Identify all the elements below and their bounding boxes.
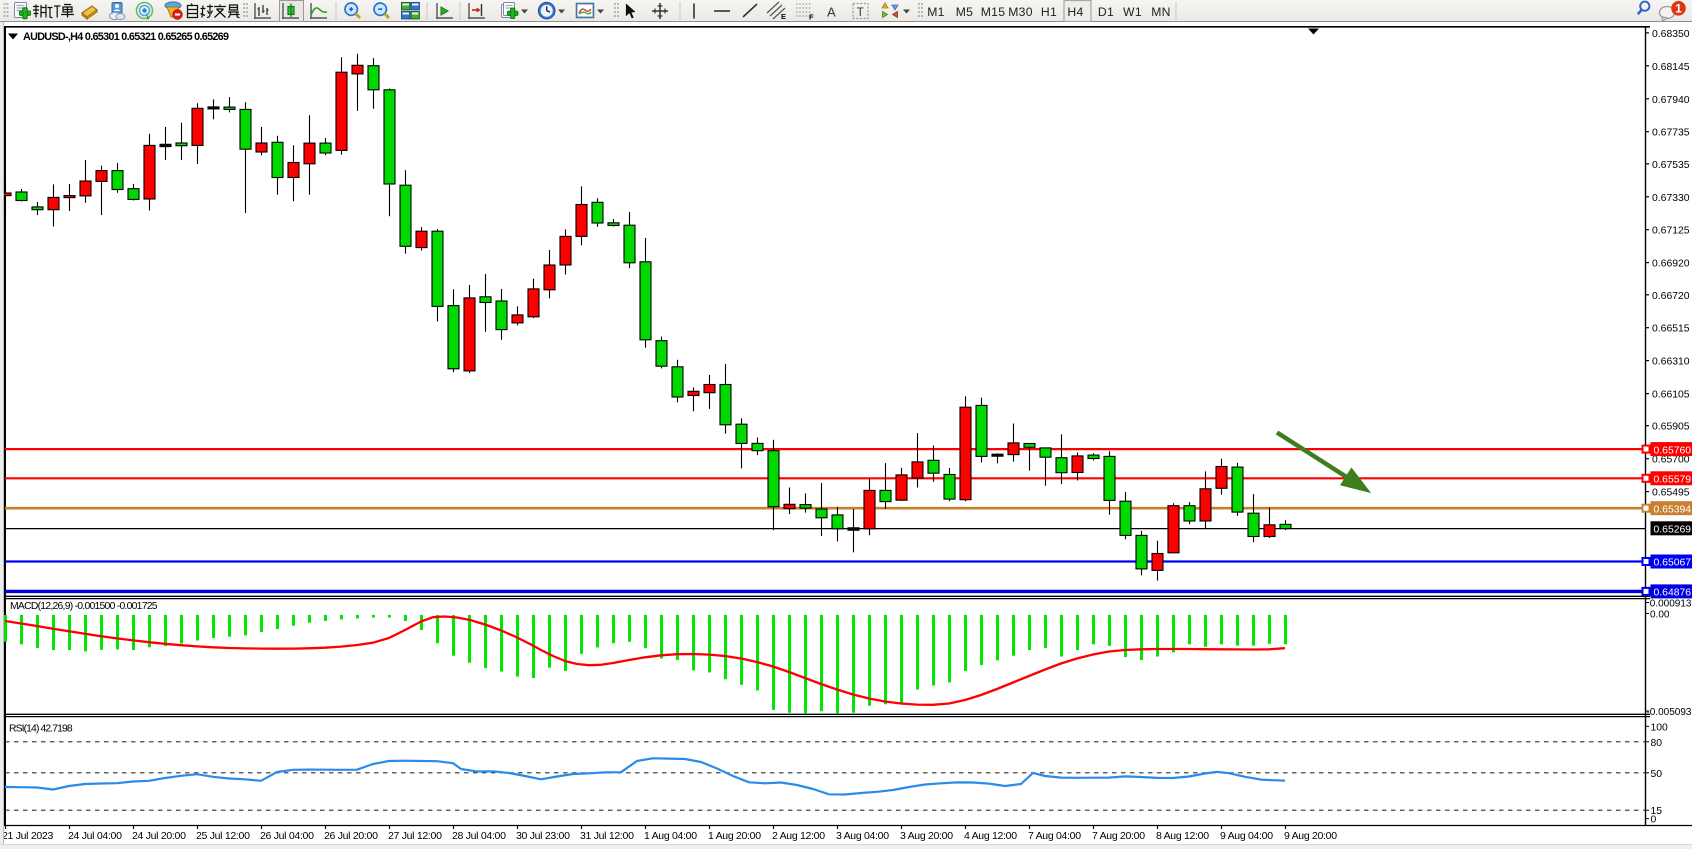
svg-text:0.000913: 0.000913	[1650, 599, 1692, 610]
svg-text:-0.005093: -0.005093	[1646, 707, 1691, 718]
svg-text:0.65495: 0.65495	[1652, 488, 1690, 499]
svg-text:RSI(14) 42.7198: RSI(14) 42.7198	[9, 724, 73, 735]
svg-text:W1: W1	[1123, 5, 1142, 19]
svg-text:M1: M1	[927, 5, 945, 19]
svg-text:0.65760: 0.65760	[1654, 445, 1692, 456]
svg-text:8 Aug 12:00: 8 Aug 12:00	[1156, 830, 1209, 842]
svg-text:0.66920: 0.66920	[1652, 259, 1690, 270]
svg-text:0.65579: 0.65579	[1654, 475, 1692, 486]
svg-text:0.66105: 0.66105	[1652, 390, 1690, 401]
svg-text:1 Aug 04:00: 1 Aug 04:00	[644, 830, 697, 842]
svg-text:0.68145: 0.68145	[1652, 62, 1690, 73]
svg-text:0.65700: 0.65700	[1652, 455, 1690, 466]
svg-text:D1: D1	[1098, 5, 1114, 19]
svg-text:T: T	[857, 7, 864, 19]
svg-text:0.65394: 0.65394	[1654, 504, 1692, 515]
svg-text:0.67940: 0.67940	[1652, 95, 1690, 106]
svg-text:24 Jul 20:00: 24 Jul 20:00	[132, 830, 186, 842]
svg-text:H4: H4	[1067, 5, 1083, 19]
svg-text:0.66720: 0.66720	[1652, 291, 1690, 302]
svg-text:80: 80	[1651, 738, 1663, 749]
svg-text:0.67330: 0.67330	[1652, 193, 1690, 204]
svg-text:9 Aug 04:00: 9 Aug 04:00	[1220, 830, 1273, 842]
svg-text:9 Aug 20:00: 9 Aug 20:00	[1284, 830, 1337, 842]
svg-text:50: 50	[1651, 769, 1663, 780]
svg-text:2 Aug 12:00: 2 Aug 12:00	[772, 830, 825, 842]
svg-text:3 Aug 20:00: 3 Aug 20:00	[900, 830, 953, 842]
svg-text:30 Jul 23:00: 30 Jul 23:00	[516, 830, 570, 842]
svg-text:0.66515: 0.66515	[1652, 324, 1690, 335]
svg-text:15: 15	[1651, 806, 1663, 817]
svg-text:1: 1	[1675, 2, 1682, 16]
svg-text:AUDUSD-,H4 0.65301 0.65321 0.: AUDUSD-,H4 0.65301 0.65321 0.65265 0.652…	[23, 31, 229, 43]
svg-text:F: F	[809, 13, 814, 22]
svg-text:MN: MN	[1151, 5, 1171, 19]
svg-text:A: A	[827, 5, 836, 20]
svg-text:M30: M30	[1008, 5, 1033, 19]
svg-text:0.67735: 0.67735	[1652, 128, 1690, 139]
svg-text:M5: M5	[956, 5, 974, 19]
svg-text:H1: H1	[1041, 5, 1057, 19]
svg-text:4 Aug 12:00: 4 Aug 12:00	[964, 830, 1017, 842]
svg-text:31 Jul 12:00: 31 Jul 12:00	[580, 830, 634, 842]
svg-text:0.67535: 0.67535	[1652, 160, 1690, 171]
svg-text:100: 100	[1651, 722, 1669, 733]
svg-text:1 Aug 20:00: 1 Aug 20:00	[708, 830, 761, 842]
svg-text:7 Aug 20:00: 7 Aug 20:00	[1092, 830, 1145, 842]
svg-text:MACD(12,26,9) -0.001500 -0.001: MACD(12,26,9) -0.001500 -0.001725	[10, 601, 158, 612]
svg-text:7 Aug 04:00: 7 Aug 04:00	[1028, 830, 1081, 842]
svg-text:26 Jul 04:00: 26 Jul 04:00	[260, 830, 314, 842]
svg-text:E: E	[781, 12, 786, 21]
svg-text:0.67125: 0.67125	[1652, 226, 1690, 237]
svg-text:27 Jul 12:00: 27 Jul 12:00	[388, 830, 442, 842]
svg-text:0.66310: 0.66310	[1652, 357, 1690, 368]
svg-text:0.65269: 0.65269	[1654, 525, 1692, 536]
svg-text:0.00: 0.00	[1650, 610, 1670, 621]
svg-text:26 Jul 20:00: 26 Jul 20:00	[324, 830, 378, 842]
svg-text:0: 0	[1651, 815, 1657, 826]
svg-text:28 Jul 04:00: 28 Jul 04:00	[452, 830, 506, 842]
svg-text:M15: M15	[981, 5, 1006, 19]
svg-text:21 Jul 2023: 21 Jul 2023	[2, 830, 53, 842]
svg-text:24 Jul 04:00: 24 Jul 04:00	[68, 830, 122, 842]
svg-text:0.64876: 0.64876	[1654, 588, 1692, 599]
svg-text:0.68350: 0.68350	[1652, 29, 1690, 40]
svg-text:0.65067: 0.65067	[1654, 558, 1692, 569]
svg-text:25 Jul 12:00: 25 Jul 12:00	[196, 830, 250, 842]
svg-text:3 Aug 04:00: 3 Aug 04:00	[836, 830, 889, 842]
svg-text:0.65905: 0.65905	[1652, 422, 1690, 433]
